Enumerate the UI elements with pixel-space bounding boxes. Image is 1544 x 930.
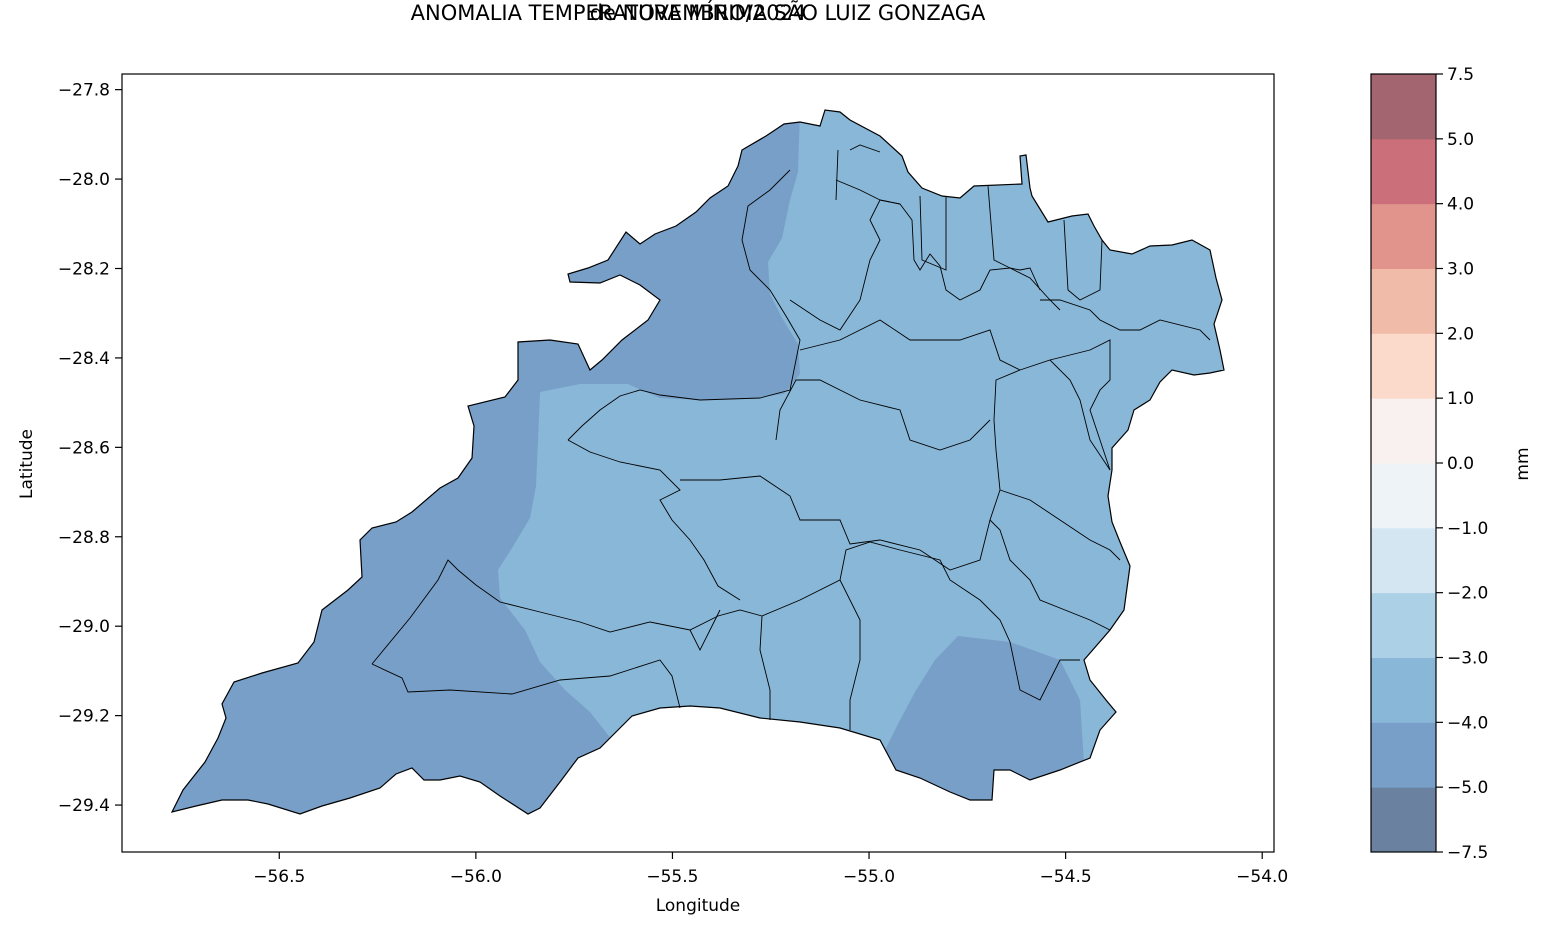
border-line: [1063, 219, 1103, 301]
colorbar-tick-label: 7.5: [1447, 65, 1474, 85]
colorbar-tick-label: −7.5: [1447, 843, 1488, 863]
colorbar-tick-label: 1.0: [1447, 389, 1474, 409]
border-line: [835, 179, 947, 271]
border-line: [567, 169, 801, 441]
y-tick-label: −29.4: [58, 796, 110, 816]
colorbar-tick-label: 4.0: [1447, 195, 1474, 215]
x-tick-label: −54.5: [1040, 867, 1092, 887]
x-tick-label: −55.0: [843, 867, 895, 887]
colorbar-segment: [1371, 592, 1436, 658]
colorbar-segment: [1371, 268, 1436, 334]
y-axis-ticks: −27.8 −28.0 −28.2 −28.4 −28.6 −28.8 −29.0 −29.2…: [58, 81, 122, 816]
border-line: [999, 489, 1121, 561]
y-axis-label: Latitude: [17, 429, 37, 499]
border-line: [835, 144, 881, 201]
y-tick-label: −27.8: [58, 81, 110, 101]
x-tick-label: −56.0: [450, 867, 502, 887]
x-axis-ticks: −56.5 −56.0 −55.5 −55.0 −54.5 −54.0: [253, 852, 1288, 887]
colorbar-tick-label: −5.0: [1447, 778, 1488, 798]
border-line: [775, 379, 991, 451]
y-tick-label: −28.8: [58, 528, 110, 548]
y-tick-label: −28.0: [58, 170, 110, 190]
colorbar-tick-label: 2.0: [1447, 324, 1474, 344]
border-line: [839, 541, 1080, 701]
x-tick-label: −55.5: [646, 867, 698, 887]
colorbar-tick-label: −4.0: [1447, 713, 1488, 733]
x-tick-label: −54.0: [1236, 867, 1288, 887]
map-title-line-2: de NOVEMBRO/2024: [589, 1, 807, 25]
border-line: [789, 199, 1061, 331]
colorbar-tick-label: −1.0: [1447, 519, 1488, 539]
colorbar-segment: [1371, 463, 1436, 529]
colorbar-segment: [1371, 203, 1436, 269]
map-title-line-1: ANOMALIA TEMPERATURA MÍNIMA SÃO LUIZ GON…: [410, 1, 986, 25]
border-line: [680, 359, 1111, 571]
colorbar-tick-label: 5.0: [1447, 130, 1474, 150]
border-line: [1049, 339, 1111, 471]
border-line: [987, 185, 1041, 291]
y-tick-label: −28.2: [58, 260, 110, 280]
colorbar-label: mm: [1513, 447, 1533, 480]
colorbar-segment: [1371, 527, 1436, 594]
colorbar-tick-label: −3.0: [1447, 649, 1488, 669]
colorbar-segment: [1371, 74, 1436, 140]
border-line: [989, 519, 1111, 631]
colorbar-segment: [1371, 333, 1436, 399]
y-tick-label: −29.2: [58, 707, 110, 727]
border-line: [567, 439, 741, 601]
colorbar-segment: [1371, 398, 1436, 464]
border-line: [1040, 299, 1211, 341]
colorbar-tick-label: 3.0: [1447, 260, 1474, 280]
border-line: [689, 609, 721, 652]
colorbar: −7.5 −5.0 −4.0 −3.0 −2.0 −1.0 0.0 1.0 2.0 3.0 4.0 5…: [1370, 65, 1488, 863]
colorbar-segment: [1371, 657, 1436, 723]
colorbar-segment: [1371, 722, 1436, 788]
colorbar-segment: [1371, 787, 1436, 853]
x-axis-label: Longitude: [656, 896, 741, 916]
colorbar-tick-label: −2.0: [1447, 584, 1488, 604]
y-tick-label: −28.6: [58, 438, 110, 458]
border-line: [799, 319, 1021, 371]
axes-frame: [121, 73, 1275, 853]
border-line: [759, 579, 861, 730]
y-tick-label: −28.4: [58, 349, 110, 369]
border-line: [371, 659, 681, 709]
y-tick-label: −29.0: [58, 617, 110, 637]
x-tick-label: −56.5: [253, 867, 305, 887]
colorbar-segment: [1371, 138, 1436, 205]
border-line: [371, 559, 763, 665]
colorbar-tick-label: 0.0: [1447, 454, 1474, 474]
municipal-borders: [371, 144, 1211, 730]
